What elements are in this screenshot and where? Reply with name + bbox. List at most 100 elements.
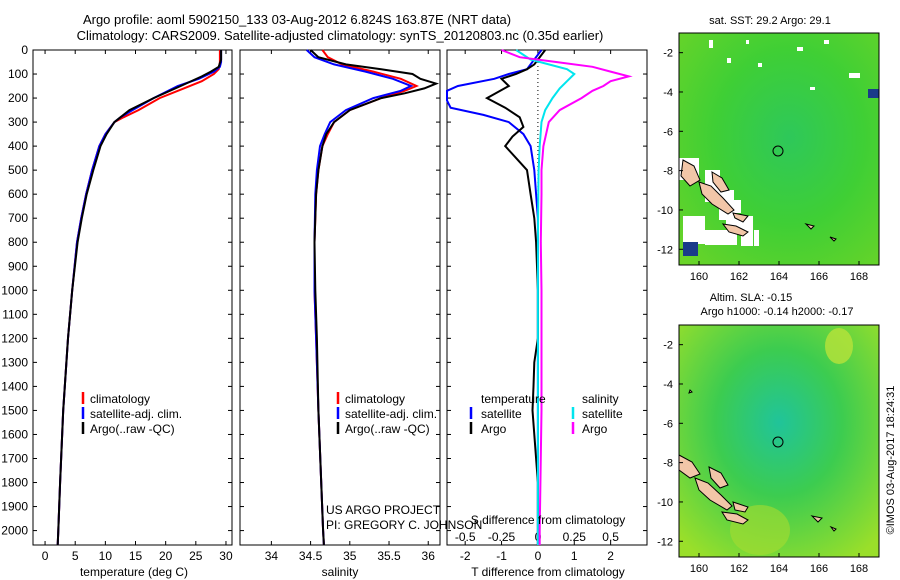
temperature-chart: 0 5 10 15 20 25 30 [42, 50, 233, 563]
depth-tick-label: 1800 [1, 476, 28, 490]
x-tick-label: 15 [129, 549, 143, 563]
map-lon-label: 168 [850, 563, 868, 575]
series-line-temperature-argo [484, 49, 546, 545]
map1-islands [680, 159, 837, 242]
temperature-legend: climatology satellite-adj. clim. Argo(..… [81, 392, 182, 436]
map-lat-label: -12 [657, 244, 673, 256]
legend-satellite: satellite-adj. clim. [90, 407, 182, 421]
salinity-axes [239, 49, 441, 546]
map-lat-label: -8 [663, 166, 673, 178]
s-tick-label: 0.25 [563, 530, 587, 544]
legend-sal-satellite: satellite [582, 407, 623, 421]
depth-tick-label: 200 [8, 91, 28, 105]
depth-tick-label: 1600 [1, 427, 28, 441]
map-lat-label: -6 [663, 418, 673, 430]
depth-tick-label: 900 [8, 259, 28, 273]
depth-tick-label: 1100 [2, 307, 28, 321]
depth-tick-label: 2000 [1, 524, 28, 538]
map-lon-label: 160 [690, 271, 708, 283]
depth-tick-label: 600 [8, 187, 28, 201]
series-line-argo-raw-qc- [309, 49, 440, 546]
x-tick-label: -1 [496, 549, 507, 563]
s-tick-label: 0.5 [602, 530, 619, 544]
legend-salinity-title: salinity [582, 392, 619, 406]
legend-climatology: climatology [90, 392, 150, 406]
x-tick-label: 0 [42, 549, 49, 563]
legend-sal-argo: Argo [582, 422, 608, 436]
x-tick-label: 34 [265, 549, 279, 563]
difference-xlabel-s: S difference from climatology [471, 513, 626, 527]
depth-tick-label: 1200 [1, 331, 28, 345]
map-lon-label: 168 [850, 271, 868, 283]
map2-title-line1: Altim. SLA: -0.15 [710, 292, 793, 304]
s-tick-label: -0.5 [455, 530, 476, 544]
title-line-1: Argo profile: aoml 5902150_133 03-Aug-20… [83, 12, 511, 27]
map-lat-label: -10 [657, 205, 673, 217]
x-tick-label: 35 [343, 549, 357, 563]
map-lon-label: 164 [770, 563, 788, 575]
x-tick-label: 5 [72, 549, 79, 563]
map2-ticks: 160 162 164 166 168 -2 -4 -6 -8 -10 -12 [657, 340, 868, 575]
depth-tick-label: 700 [8, 211, 28, 225]
legend-temperature-title: temperature [481, 392, 546, 406]
x-tick-label: 20 [159, 549, 173, 563]
map2-title-line2: Argo h1000: -0.14 h2000: -0.17 [701, 306, 854, 318]
map-lon-label: 166 [810, 563, 828, 575]
map1-profile-marker [772, 145, 784, 157]
depth-tick-label: 1400 [1, 379, 28, 393]
difference-axes [446, 49, 648, 546]
legend-argo: Argo(..raw -QC) [90, 422, 175, 436]
depth-tick-label: 300 [8, 115, 28, 129]
s-tick-label: -0.25 [488, 530, 516, 544]
difference-xlabel: T difference from climatology [471, 565, 625, 579]
legend-temp-argo: Argo [481, 422, 507, 436]
depth-tick-label: 100 [8, 67, 28, 81]
map-lat-label: -10 [657, 497, 673, 509]
salinity-legend: climatology satellite-adj. clim. Argo(..… [336, 392, 437, 436]
series-line-argo-raw-qc- [56, 50, 223, 546]
depth-tick-label: 400 [8, 139, 28, 153]
map2 [678, 324, 880, 558]
depth-tick-label: 0 [21, 43, 28, 57]
depth-tick-label: 1300 [1, 355, 28, 369]
map-lat-label: -2 [663, 48, 673, 60]
title-line-2: Climatology: CARS2009. Satellite-adjuste… [77, 28, 604, 43]
x-tick-label: 10 [99, 549, 113, 563]
map1-high-cell [683, 242, 698, 256]
map-lat-label: -12 [657, 536, 673, 548]
depth-tick-label: 500 [8, 163, 28, 177]
temperature-axes [32, 49, 233, 546]
x-tick-label: 30 [219, 549, 233, 563]
legend-satellite: satellite-adj. clim. [345, 407, 437, 421]
map-lat-label: -6 [663, 126, 673, 138]
map-lon-label: 164 [770, 271, 788, 283]
x-tick-label: 34.5 [299, 549, 323, 563]
map-lon-label: 166 [810, 271, 828, 283]
depth-tick-label: 800 [8, 235, 28, 249]
map2-profile-marker [772, 436, 784, 448]
map1 [678, 32, 880, 266]
map-lon-label: 162 [730, 271, 748, 283]
legend-argo: Argo(..raw -QC) [345, 422, 430, 436]
series-line-temperature-satellite [446, 49, 543, 545]
depth-tick-label: 1900 [1, 500, 28, 514]
series-line-salinity-argo [501, 49, 633, 545]
x-tick-label: -2 [460, 549, 471, 563]
map2-islands [678, 389, 837, 532]
map-lat-label: -4 [663, 379, 673, 391]
depth-tick-labels: 0 100 200 300 400 500 600 700 800 900 1000 1100 1200… [1, 43, 647, 538]
series-line-salinity-satellite [515, 49, 576, 545]
legend-climatology: climatology [345, 392, 405, 406]
depth-tick-label: 1700 [1, 451, 28, 465]
map-lon-label: 162 [730, 563, 748, 575]
map-lat-label: -8 [663, 458, 673, 470]
salinity-xlabel: salinity [322, 565, 359, 579]
salinity-chart: 34 34.5 35 35.5 36 [265, 49, 440, 563]
temperature-xlabel: temperature (deg C) [80, 565, 188, 579]
series-line-satellite-adj-clim- [56, 50, 223, 546]
difference-chart: -2 -1 0 1 2-0.5 -0.25 0 0.25 0.5 [446, 49, 633, 563]
map-lat-label: -4 [663, 87, 673, 99]
difference-legend: temperature satellite Argo salinity sate… [469, 392, 623, 436]
depth-tick-label: 1000 [1, 283, 28, 297]
